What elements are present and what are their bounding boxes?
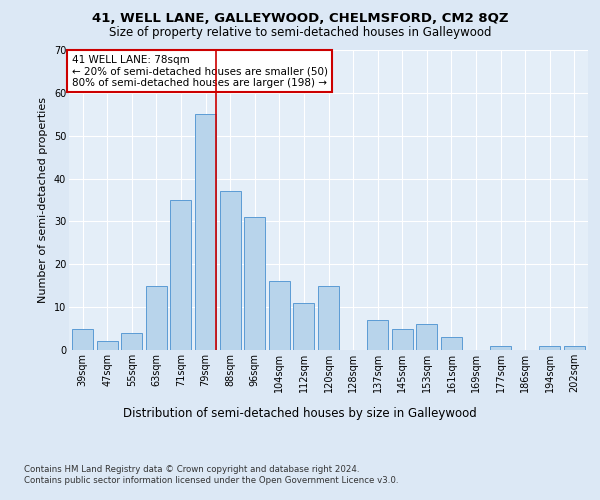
Bar — [293, 303, 314, 350]
Bar — [244, 217, 265, 350]
Bar — [97, 342, 118, 350]
Bar — [121, 333, 142, 350]
Y-axis label: Number of semi-detached properties: Number of semi-detached properties — [38, 97, 48, 303]
Bar — [146, 286, 167, 350]
Bar — [441, 337, 462, 350]
Text: 41 WELL LANE: 78sqm
← 20% of semi-detached houses are smaller (50)
80% of semi-d: 41 WELL LANE: 78sqm ← 20% of semi-detach… — [71, 54, 328, 88]
Bar — [367, 320, 388, 350]
Bar — [539, 346, 560, 350]
Text: Contains public sector information licensed under the Open Government Licence v3: Contains public sector information licen… — [24, 476, 398, 485]
Bar — [195, 114, 216, 350]
Bar — [220, 192, 241, 350]
Bar — [72, 328, 93, 350]
Bar — [490, 346, 511, 350]
Bar — [392, 328, 413, 350]
Text: Distribution of semi-detached houses by size in Galleywood: Distribution of semi-detached houses by … — [123, 408, 477, 420]
Bar — [564, 346, 585, 350]
Bar — [318, 286, 339, 350]
Text: Contains HM Land Registry data © Crown copyright and database right 2024.: Contains HM Land Registry data © Crown c… — [24, 465, 359, 474]
Bar — [416, 324, 437, 350]
Text: 41, WELL LANE, GALLEYWOOD, CHELMSFORD, CM2 8QZ: 41, WELL LANE, GALLEYWOOD, CHELMSFORD, C… — [92, 12, 508, 26]
Bar — [269, 282, 290, 350]
Text: Size of property relative to semi-detached houses in Galleywood: Size of property relative to semi-detach… — [109, 26, 491, 39]
Bar — [170, 200, 191, 350]
